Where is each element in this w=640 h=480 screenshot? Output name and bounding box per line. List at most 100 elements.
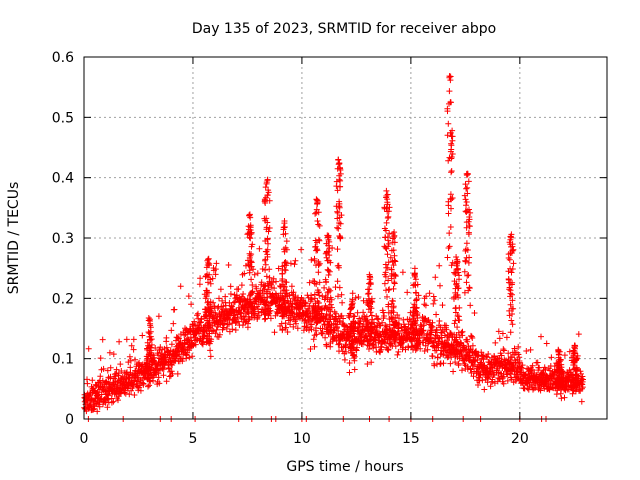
data-point xyxy=(110,398,117,405)
data-point xyxy=(213,326,220,333)
data-point xyxy=(360,309,367,316)
data-point xyxy=(308,292,315,299)
data-point xyxy=(463,185,470,192)
data-point xyxy=(128,387,135,394)
y-tick-labels: 0 0.1 0.2 0.3 0.4 0.5 0.6 xyxy=(52,50,74,428)
data-point xyxy=(251,271,258,278)
data-point xyxy=(310,336,317,343)
data-point xyxy=(169,370,176,377)
data-point xyxy=(107,364,114,371)
data-point xyxy=(431,297,438,304)
data-point xyxy=(187,326,194,333)
data-point xyxy=(384,215,391,221)
data-point xyxy=(298,246,305,253)
data-point xyxy=(155,313,162,320)
data-point xyxy=(447,224,454,230)
data-point xyxy=(220,324,227,331)
data-point xyxy=(127,364,134,371)
data-point xyxy=(283,324,289,331)
data-point xyxy=(160,366,167,373)
y-tick-label: 0.6 xyxy=(52,50,74,66)
data-point xyxy=(308,296,315,303)
data-point xyxy=(283,238,290,245)
data-point xyxy=(315,269,322,276)
data-point xyxy=(481,386,488,393)
data-point xyxy=(151,354,158,361)
data-point xyxy=(168,327,175,334)
data-point xyxy=(155,374,162,381)
data-point xyxy=(168,368,175,375)
x-tick-label: 10 xyxy=(293,431,311,447)
data-point xyxy=(316,292,323,299)
data-point xyxy=(290,323,297,330)
data-point xyxy=(212,271,219,278)
data-point xyxy=(122,390,129,397)
data-point xyxy=(492,339,499,346)
data-point xyxy=(219,297,226,304)
data-point xyxy=(426,290,433,297)
data-point xyxy=(199,341,206,348)
data-point xyxy=(267,307,274,314)
data-point xyxy=(216,295,222,302)
data-point xyxy=(181,332,188,339)
data-point xyxy=(174,370,181,377)
y-tick-label: 0.2 xyxy=(52,291,74,307)
data-point xyxy=(266,225,273,231)
data-point xyxy=(300,327,307,334)
data-point xyxy=(504,377,511,384)
data-point xyxy=(118,368,125,374)
data-point xyxy=(437,361,444,367)
data-point xyxy=(527,346,534,353)
data-point xyxy=(213,260,220,267)
data-point xyxy=(455,362,462,369)
data-point xyxy=(255,308,262,315)
data-point xyxy=(354,309,361,316)
data-point xyxy=(449,137,456,144)
data-point xyxy=(555,348,562,355)
data-point xyxy=(212,266,219,273)
data-point xyxy=(321,284,328,291)
data-point xyxy=(222,302,229,309)
data-point xyxy=(509,321,516,328)
data-point xyxy=(313,196,320,203)
data-point xyxy=(214,305,221,312)
data-point xyxy=(145,383,151,390)
data-point xyxy=(450,368,457,375)
data-point xyxy=(115,393,122,400)
data-point xyxy=(338,312,345,319)
data-point xyxy=(154,363,160,370)
data-point xyxy=(306,302,313,309)
data-point xyxy=(323,343,330,349)
data-point xyxy=(463,240,470,247)
data-point xyxy=(197,275,204,282)
data-point xyxy=(444,254,451,261)
data-point xyxy=(383,187,390,194)
data-point xyxy=(290,289,297,296)
data-point xyxy=(561,352,568,359)
data-point xyxy=(339,299,346,306)
data-point xyxy=(175,335,182,342)
data-point xyxy=(575,331,582,338)
data-point xyxy=(212,330,219,337)
data-point xyxy=(453,254,460,260)
data-point xyxy=(263,273,270,280)
data-point xyxy=(377,348,384,355)
data-point xyxy=(335,157,342,163)
data-point xyxy=(411,265,418,272)
x-tick-label: 0 xyxy=(80,431,89,447)
data-point xyxy=(100,365,107,372)
data-point xyxy=(445,120,452,127)
data-point xyxy=(266,266,273,273)
data-point xyxy=(505,276,512,282)
x-tick-label: 20 xyxy=(511,431,529,447)
data-point xyxy=(399,269,406,276)
data-point xyxy=(338,291,345,298)
data-point xyxy=(223,325,230,332)
data-point xyxy=(186,354,193,361)
data-point xyxy=(351,366,358,373)
data-point xyxy=(126,353,133,360)
data-point xyxy=(341,356,348,363)
data-point xyxy=(471,310,478,316)
data-point xyxy=(97,355,104,362)
data-point xyxy=(337,177,344,184)
